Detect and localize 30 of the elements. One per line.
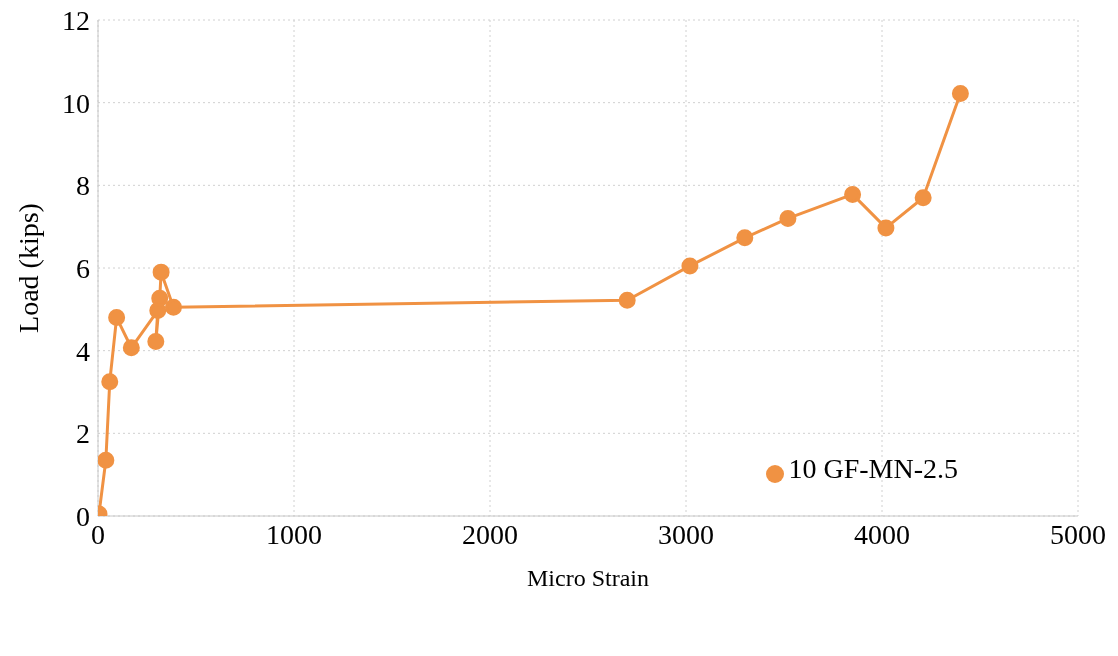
point <box>164 298 182 316</box>
x-tick-label: 3000 <box>658 518 714 550</box>
legend-label: 10 GF-MN-2.5 <box>788 453 958 484</box>
y-tick-label: 10 <box>62 87 90 119</box>
x-tick-label: 5000 <box>1050 518 1106 550</box>
point <box>147 333 165 351</box>
point <box>681 257 699 275</box>
point <box>108 309 126 327</box>
x-tick-label: 1000 <box>266 518 322 550</box>
point <box>101 373 119 391</box>
y-tick-label: 12 <box>62 4 90 36</box>
point <box>736 229 754 247</box>
y-tick-label: 8 <box>76 170 90 202</box>
x-tick-label: 4000 <box>854 518 910 550</box>
y-tick-label: 2 <box>76 418 90 450</box>
y-tick-label: 6 <box>76 252 90 284</box>
point <box>877 219 895 237</box>
point <box>152 263 170 281</box>
y-axis-title: Load (kips) <box>12 203 44 333</box>
point <box>914 189 932 207</box>
point <box>122 339 140 357</box>
point <box>844 185 862 203</box>
point <box>779 209 797 227</box>
y-tick-label: 4 <box>76 335 90 367</box>
point <box>618 291 636 309</box>
point <box>151 289 169 307</box>
point <box>98 451 115 469</box>
x-axis-title: Micro Strain <box>527 565 649 591</box>
x-tick-label: 2000 <box>462 518 518 550</box>
point <box>951 85 969 103</box>
